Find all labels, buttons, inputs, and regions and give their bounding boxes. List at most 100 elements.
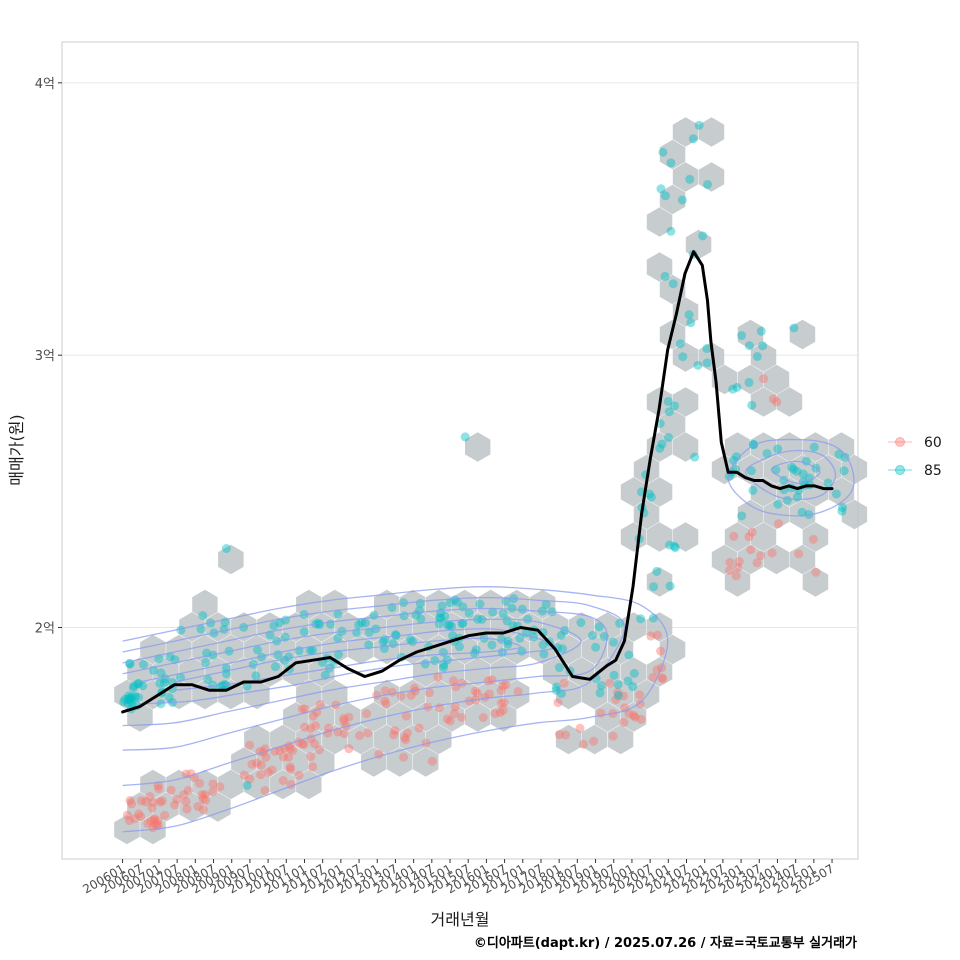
point-85	[558, 644, 568, 654]
hex-bin	[776, 387, 803, 417]
point-85	[646, 492, 656, 502]
point-85	[613, 691, 623, 701]
point-60	[636, 714, 646, 724]
point-60	[283, 752, 293, 762]
hex-bin	[594, 657, 621, 687]
point-60	[150, 815, 160, 825]
point-60	[208, 779, 218, 789]
point-85	[165, 652, 175, 662]
point-60	[656, 646, 666, 656]
point-85	[120, 694, 130, 704]
point-60	[300, 704, 310, 714]
point-85	[773, 444, 783, 454]
point-85	[724, 471, 734, 481]
point-85	[694, 120, 704, 130]
hex-bin	[140, 634, 166, 665]
hex-bin	[192, 634, 218, 665]
hex-bin	[724, 522, 751, 552]
point-60	[648, 672, 658, 682]
point-85	[656, 184, 666, 194]
point-60	[389, 730, 399, 740]
point-85	[436, 613, 446, 623]
point-85	[127, 699, 137, 709]
point-85	[787, 462, 797, 472]
point-85	[668, 279, 678, 289]
point-60	[154, 784, 164, 794]
point-60	[808, 534, 818, 544]
hex-bin	[750, 432, 777, 462]
hex-bin	[426, 724, 452, 755]
point-85	[507, 603, 517, 613]
hex-bin	[140, 769, 166, 800]
point-60	[200, 790, 210, 800]
hex-bin	[400, 679, 426, 710]
hex-bin	[711, 364, 738, 395]
hex-bin	[218, 544, 244, 575]
point-60	[733, 563, 743, 573]
hex-bin	[620, 657, 647, 687]
point-60	[401, 711, 411, 721]
hex-bin	[231, 657, 257, 687]
point-85	[663, 396, 673, 406]
hex-bin	[218, 769, 244, 800]
point-85	[501, 596, 511, 606]
hex-bin	[348, 634, 374, 665]
point-85	[487, 640, 497, 650]
point-85	[554, 663, 564, 673]
point-60	[380, 696, 390, 706]
point-60	[380, 686, 390, 696]
point-85	[666, 158, 676, 168]
point-60	[314, 745, 324, 755]
point-60	[553, 698, 563, 708]
hex-bin	[490, 702, 517, 732]
point-60	[618, 691, 628, 701]
hex-bin	[244, 724, 270, 755]
point-85	[690, 452, 700, 462]
y-tick-label: 3억	[35, 349, 55, 364]
point-60	[424, 688, 434, 698]
hex-bin	[711, 454, 738, 485]
hex-bin	[607, 724, 634, 755]
point-60	[208, 787, 218, 797]
point-60	[198, 794, 208, 804]
density-contour	[770, 460, 821, 484]
point-85	[128, 683, 138, 693]
trend-layer	[121, 250, 834, 714]
hex-bin	[555, 724, 582, 755]
hex-bin	[244, 679, 270, 710]
point-85	[675, 339, 685, 349]
hex-bin	[322, 679, 348, 710]
point-85	[664, 433, 674, 443]
hex-bin	[387, 747, 413, 777]
hex-bin	[841, 454, 868, 485]
point-60	[193, 801, 203, 811]
hex-bin	[542, 657, 569, 687]
point-60	[245, 740, 255, 750]
point-85	[556, 630, 566, 640]
point-60	[195, 778, 205, 788]
hex-bin	[296, 589, 322, 620]
point-85	[609, 670, 619, 680]
point-85	[644, 489, 654, 499]
point-60	[355, 731, 365, 741]
point-85	[665, 581, 675, 591]
point-60	[261, 752, 271, 762]
point-60	[363, 728, 373, 738]
point-60	[414, 723, 424, 733]
point-60	[285, 744, 295, 754]
point-85	[308, 645, 318, 655]
point-85	[371, 624, 381, 634]
point-85	[551, 682, 561, 692]
point-60	[136, 812, 146, 822]
point-60	[658, 674, 668, 684]
point-85	[457, 619, 467, 629]
point-60	[487, 675, 497, 685]
point-60	[561, 730, 571, 740]
point-60	[498, 705, 508, 715]
hex-bin	[646, 477, 673, 507]
point-60	[619, 717, 629, 727]
x-axis-title: 거래년월	[431, 910, 490, 929]
point-85	[677, 195, 687, 205]
point-60	[613, 687, 623, 697]
point-85	[503, 636, 513, 646]
